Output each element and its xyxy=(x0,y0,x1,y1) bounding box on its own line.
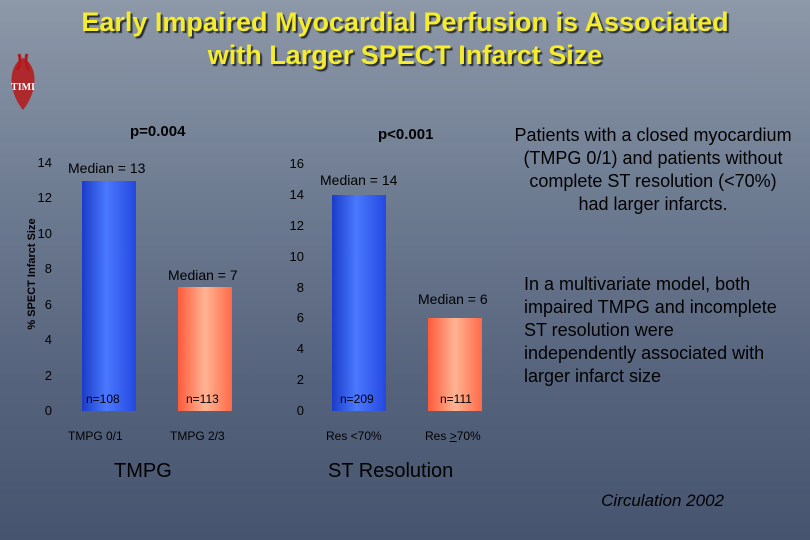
p-value-tmpg: p=0.004 xyxy=(130,123,186,140)
group-label-tmpg: TMPG xyxy=(114,460,172,482)
y-tick-label: 16 xyxy=(289,156,304,171)
y-tick-label: 12 xyxy=(289,217,304,233)
category-res-over-70: Res >70% xyxy=(425,429,481,443)
n-label-res-under-70: n=209 xyxy=(340,392,374,406)
y-tick-label: 14 xyxy=(289,186,304,202)
side-text-finding: Patients with a closed myocardium (TMPG … xyxy=(514,125,792,214)
y-tick-label: 0 xyxy=(44,403,52,418)
slide-title: Early Impaired Myocardial Perfusion is A… xyxy=(81,7,729,70)
y-tick-label: 6 xyxy=(44,296,52,312)
category-res-over-70-text: Res >70% xyxy=(425,429,481,443)
timi-logo: TIMI xyxy=(11,53,35,110)
y-tick-label: 12 xyxy=(37,190,52,206)
n-label-tmpg-0-1: n=108 xyxy=(86,392,120,406)
category-tmpg-2-3: TMPG 2/3 xyxy=(170,429,225,443)
bar-res-over-70 xyxy=(428,318,482,411)
bar-res-under-70 xyxy=(332,194,386,411)
median-label-tmpg-2-3: Median = 7 xyxy=(168,267,238,283)
y-tick-label: 8 xyxy=(44,261,52,277)
n-label-res-over-70: n=111 xyxy=(440,392,472,406)
y-tick-label: 4 xyxy=(44,332,52,348)
y-tick-label: 2 xyxy=(296,372,304,388)
y-tick-label: 0 xyxy=(296,403,304,418)
group-label-st: ST Resolution xyxy=(328,460,454,482)
y-tick-label: 4 xyxy=(296,341,304,357)
y-tick-label: 10 xyxy=(37,225,52,241)
y-tick-label: 10 xyxy=(289,248,304,264)
bar-tmpg-2-3 xyxy=(178,287,232,411)
y-tick-label: 6 xyxy=(296,310,304,326)
category-res-under-70: Res <70% xyxy=(326,429,382,443)
y-tick-label: 2 xyxy=(44,367,52,383)
p-value-st: p<0.001 xyxy=(378,126,434,143)
citation: Circulation 2002 xyxy=(601,491,724,510)
y-tick-label: 14 xyxy=(37,155,52,170)
bar-tmpg-0-1 xyxy=(82,180,136,411)
side-text-multivariate: In a multivariate model, both impaired T… xyxy=(524,274,777,386)
y-tick-label: 8 xyxy=(296,279,304,295)
median-label-tmpg-0-1: Median = 13 xyxy=(68,160,146,176)
median-label-res-under-70: Median = 14 xyxy=(320,172,398,188)
n-label-tmpg-2-3: n=113 xyxy=(186,392,219,406)
median-label-res-over-70: Median = 6 xyxy=(418,291,488,307)
logo-text: TIMI xyxy=(11,82,35,93)
category-tmpg-0-1: TMPG 0/1 xyxy=(68,429,123,443)
